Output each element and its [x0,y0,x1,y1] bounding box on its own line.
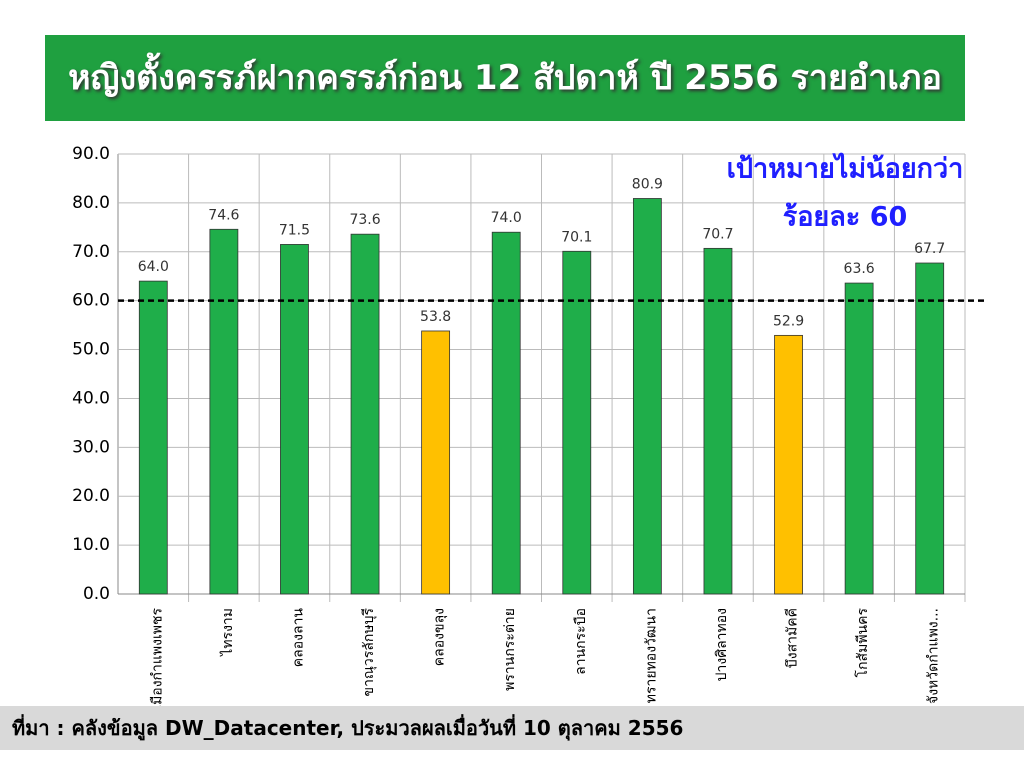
chart: 0.0 10.0 20.0 30.0 40.0 50.0 60.0 70.0 80.0 90.0 เ… [72,144,988,706]
value-label: 53.8 [420,309,451,325]
value-label: 67.7 [914,241,945,257]
x-tick-label: โกสัมพีนคร [854,608,871,678]
target-annotation: เป้าหมายไม่น้อยกว่า [727,153,964,185]
y-tick-label: 10.0 [72,535,110,555]
y-tick-label: 60.0 [72,291,110,311]
bar [421,330,451,595]
y-tick-label: 20.0 [72,486,110,506]
bar [350,233,380,595]
y-tick-label: 0.0 [83,584,110,604]
bar [491,231,521,595]
x-tick-label: ทรายทองวัฒนา [643,608,659,703]
x-tick-label: ไทรงาม [219,608,236,657]
bar [562,250,592,595]
bar [844,282,874,595]
value-label: 80.9 [632,176,663,192]
chart-title: หญิงตั้งครรภ์ฝากครรภ์ก่อน 12 สัปดาห์ ปี … [45,35,965,121]
target-annotation: ร้อยละ 60 [783,202,908,233]
x-tick-label: บึงสามัคคี [785,608,801,668]
value-label: 70.7 [702,226,733,242]
value-label: 73.6 [349,212,380,228]
x-tick-label: จังหวัดกำแพง... [926,608,942,704]
y-tick-label: 90.0 [72,144,110,164]
bar [632,198,662,595]
value-label: 74.6 [208,207,239,223]
value-label: 70.1 [561,229,592,245]
y-tick-label: 40.0 [72,388,110,408]
value-label: 63.6 [844,261,875,277]
bar [703,247,733,595]
x-tick-label: เมืองกำแพงเพชร [149,608,165,706]
bar [138,280,168,595]
bar [280,244,309,595]
y-tick-label: 70.0 [72,242,110,262]
bar [774,334,803,595]
y-tick-label: 50.0 [72,340,110,360]
y-tick-label: 80.0 [72,193,110,213]
x-tick-label: คลองลาน [290,608,306,668]
value-label: 74.0 [491,210,522,226]
x-tick-label: ขาณุวรลักษบุรี [361,608,377,697]
source-note: ที่มา : คลังข้อมูล DW_Datacenter, ประมวล… [0,706,1024,750]
x-tick-label: ลานกระบือ [573,608,589,675]
x-tick-label: พรานกระต่าย [502,608,518,691]
value-label: 64.0 [138,259,169,275]
value-label: 71.5 [279,222,310,238]
y-tick-label: 30.0 [72,437,110,457]
x-tick-label: ปางศิลาทอง [714,608,730,681]
x-tick-label: คลองขลุง [432,608,448,666]
bar [209,228,239,595]
bar [915,262,945,595]
value-label: 52.9 [773,313,804,329]
